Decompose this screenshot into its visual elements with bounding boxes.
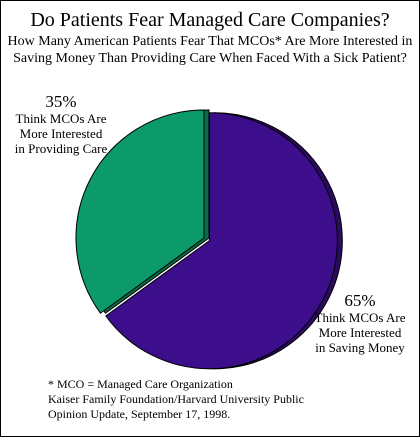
footnote-line-1: * MCO = Managed Care Organization [48, 377, 233, 391]
slice-label-line: Think MCOs Are [15, 111, 107, 126]
footnote-line-3: Opinion Update, September 17, 1998. [48, 407, 231, 421]
slice-label-line: in Saving Money [315, 340, 405, 355]
slice-percent-saving-money: 65% [344, 291, 376, 310]
slice-saving-money [105, 112, 338, 370]
slice-label-line: Think MCOs Are [314, 310, 406, 325]
slice-label-line: in Providing Care [14, 141, 108, 156]
subtitle-line-2: Saving Money Than Providing Care When Fa… [13, 51, 407, 66]
chart-title: Do Patients Fear Managed Care Companies? [30, 9, 390, 31]
slice-label-line: More Interested [19, 126, 103, 141]
slice-label-saving-money: 65% Think MCOs Are More Interested in Sa… [304, 291, 416, 355]
slice-percent-providing-care: 35% [45, 92, 77, 111]
footnote: * MCO = Managed Care Organization Kaiser… [48, 377, 304, 422]
slice-label-providing-care: 35% Think MCOs Are More Interested in Pr… [10, 92, 112, 156]
chart-subtitle: How Many American Patients Fear That MCO… [0, 33, 420, 67]
footnote-line-2: Kaiser Family Foundation/Harvard Univers… [48, 392, 304, 406]
subtitle-line-1: How Many American Patients Fear That MCO… [7, 34, 413, 49]
slice-providing-care [75, 109, 205, 314]
slice-label-line: More Interested [318, 325, 402, 340]
